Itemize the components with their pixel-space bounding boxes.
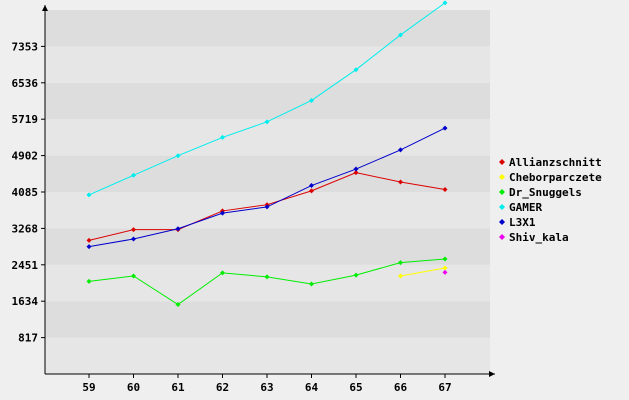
series-layer: [86, 0, 448, 307]
data-point: [309, 281, 314, 287]
data-point: [131, 236, 136, 242]
data-point: [175, 301, 181, 307]
grid-band: [45, 192, 490, 229]
x-tick-label: 62: [216, 381, 229, 394]
legend-item: Dr_Snuggels: [499, 186, 582, 199]
data-point: [353, 67, 359, 73]
data-point: [398, 273, 403, 279]
data-point: [131, 172, 136, 178]
x-tick-label: 59: [82, 381, 95, 394]
y-tick-label: 4902: [12, 150, 39, 163]
data-point: [220, 210, 225, 216]
grid-band: [45, 10, 490, 47]
legend-marker-icon: [499, 234, 505, 240]
grid-band: [45, 82, 490, 120]
legend-marker-icon: [499, 219, 505, 225]
data-point: [131, 273, 136, 279]
plot-bands: [45, 10, 490, 374]
data-point: [353, 272, 359, 278]
series-dr-snuggels: [86, 256, 448, 307]
axes: [42, 5, 495, 377]
legend-label: Cheborparczete: [509, 171, 602, 184]
legend-label: Allianzschnitt: [509, 156, 602, 169]
x-tick-label: 61: [171, 381, 185, 394]
data-point: [175, 226, 181, 232]
data-point: [442, 269, 448, 275]
grid-band: [45, 301, 490, 338]
y-tick-label: 1634: [12, 295, 39, 308]
legend-marker-icon: [499, 189, 505, 195]
legend: Allianzschnitt Cheborparczete Dr_Snuggels G…: [499, 156, 602, 244]
y-tick-label: 817: [18, 332, 38, 345]
grid-band: [45, 228, 490, 265]
grid-band: [45, 337, 490, 374]
data-point: [309, 97, 314, 103]
data-point: [353, 170, 359, 176]
legend-marker-icon: [499, 174, 505, 180]
data-point: [86, 244, 92, 250]
legend-label: GAMER: [509, 201, 542, 214]
data-point: [442, 0, 448, 6]
data-point: [86, 237, 92, 243]
y-tick-label: 7353: [12, 40, 39, 53]
data-point: [442, 256, 448, 262]
data-point: [175, 153, 181, 159]
data-point: [309, 183, 314, 189]
series-gamer: [86, 0, 448, 198]
data-point: [264, 204, 270, 210]
grid-band: [45, 46, 490, 83]
y-axis-arrow-icon: [42, 5, 48, 11]
series-shiv-kala: [442, 269, 448, 275]
y-tick-label: 6536: [12, 77, 39, 90]
legend-item: L3X1: [499, 216, 536, 229]
grid-band: [45, 119, 490, 156]
data-point: [398, 147, 403, 153]
data-point: [398, 260, 403, 266]
data-point: [131, 227, 136, 233]
x-tick-label: 65: [349, 381, 362, 394]
legend-label: Dr_Snuggels: [509, 186, 582, 199]
legend-item: GAMER: [499, 201, 542, 214]
series-line: [400, 267, 446, 277]
grid-band: [45, 155, 490, 192]
legend-label: L3X1: [509, 216, 536, 229]
data-point: [442, 187, 448, 193]
series-l3x1: [86, 125, 448, 250]
data-point: [442, 125, 448, 131]
data-point: [398, 179, 403, 185]
x-tick-label: 64: [305, 381, 319, 394]
x-axis-arrow-icon: [489, 371, 495, 377]
data-point: [264, 274, 270, 280]
y-tick-label: 2451: [12, 259, 39, 272]
data-point: [86, 192, 92, 198]
x-tick-label: 60: [127, 381, 140, 394]
y-tick-label: 3268: [12, 222, 39, 235]
legend-label: Shiv_kala: [509, 231, 569, 244]
x-tick-label: 66: [394, 381, 408, 394]
data-point: [309, 188, 314, 194]
y-tick-label: 5719: [12, 113, 39, 126]
data-point: [264, 119, 270, 125]
series-cheborparczete: [398, 265, 448, 279]
data-point: [86, 278, 92, 284]
legend-item: Cheborparczete: [499, 171, 602, 184]
legend-marker-icon: [499, 204, 505, 210]
data-point: [442, 265, 448, 271]
data-point: [353, 166, 359, 172]
data-point: [398, 32, 403, 38]
x-tick-label: 63: [260, 381, 273, 394]
data-point: [220, 134, 225, 140]
grid-band: [45, 264, 490, 302]
legend-marker-icon: [499, 159, 505, 165]
legend-item: Allianzschnitt: [499, 156, 602, 169]
data-point: [220, 270, 225, 276]
axis-ticks: 817 1634 2451 3268 4085 4902 5719 6536 7353 59 60 6…: [12, 40, 452, 394]
x-tick-label: 67: [438, 381, 451, 394]
legend-item: Shiv_kala: [499, 231, 569, 244]
y-tick-label: 4085: [12, 186, 39, 199]
